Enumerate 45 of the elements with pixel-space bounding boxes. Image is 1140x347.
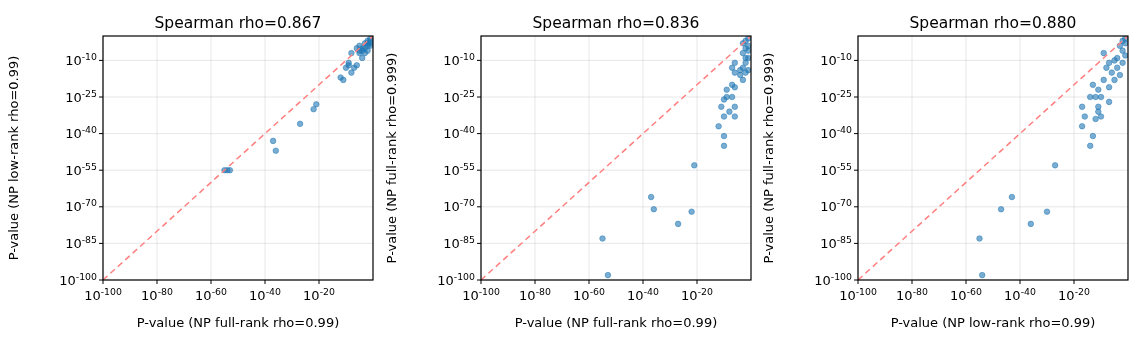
- x-tick-label: 10$^{-80}$: [896, 285, 928, 303]
- x-tick-label: 10$^{-80}$: [141, 285, 173, 303]
- chart-title: Spearman rho=0.880: [909, 14, 1077, 32]
- x-axis-title: P-value (NP full-rank rho=0.99): [514, 315, 718, 330]
- x-tick-label: 10$^{-20}$: [681, 285, 713, 303]
- x-tick-label: 10$^{-100}$: [839, 285, 877, 303]
- x-tick-label: 10$^{-40}$: [249, 285, 281, 303]
- x-tick-label: 10$^{-80}$: [519, 285, 551, 303]
- y-tick-label: 10$^{-100}$: [59, 270, 98, 288]
- y-axis-title: P-value (NP full-rank rho=0.999): [761, 52, 776, 264]
- y-tick-label: 10$^{-70}$: [820, 196, 853, 215]
- y-tick-label: 10$^{-70}$: [65, 196, 98, 215]
- x-axis-title: P-value (NP full-rank rho=0.99): [136, 315, 340, 330]
- y-tick-label: 10$^{-40}$: [820, 123, 853, 142]
- y-tick-label: 10$^{-85}$: [65, 233, 98, 251]
- y-tick-label: 10$^{-55}$: [443, 160, 476, 178]
- y-tick-label: 10$^{-10}$: [443, 50, 476, 68]
- x-tick-label: 10$^{-40}$: [1004, 285, 1036, 303]
- x-tick-label: 10$^{-100}$: [462, 285, 500, 303]
- y-tick-label: 10$^{-85}$: [443, 233, 476, 251]
- y-tick-label: 10$^{-25}$: [820, 87, 853, 105]
- y-tick-label: 10$^{-25}$: [65, 87, 98, 105]
- y-tick-label: 10$^{-10}$: [65, 50, 98, 68]
- y-axis-title: P-value (NP full-rank rho=0.999): [384, 52, 399, 264]
- y-tick-label: 10$^{-40}$: [65, 123, 98, 142]
- y-tick-label: 10$^{-55}$: [65, 160, 98, 178]
- x-axis-title: P-value (NP low-rank rho=0.99): [890, 315, 1096, 330]
- y-tick-label: 10$^{-55}$: [820, 160, 853, 178]
- x-tick-label: 10$^{-100}$: [84, 285, 122, 303]
- y-tick-label: 10$^{-85}$: [820, 233, 853, 251]
- x-tick-label: 10$^{-20}$: [1058, 285, 1090, 303]
- x-tick-label: 10$^{-20}$: [303, 285, 335, 303]
- y-tick-label: 10$^{-40}$: [443, 123, 476, 142]
- x-tick-label: 10$^{-40}$: [627, 285, 659, 303]
- x-tick-label: 10$^{-60}$: [573, 285, 605, 303]
- x-tick-label: 10$^{-60}$: [195, 285, 227, 303]
- y-tick-label: 10$^{-10}$: [820, 50, 853, 68]
- chart-title: Spearman rho=0.867: [154, 14, 322, 32]
- x-tick-label: 10$^{-60}$: [950, 285, 982, 303]
- y-tick-label: 10$^{-100}$: [437, 270, 476, 288]
- y-tick-label: 10$^{-100}$: [814, 270, 853, 288]
- y-axis-title: P-value (NP low-rank rho=0.99): [6, 55, 21, 261]
- chart-title: Spearman rho=0.836: [532, 14, 700, 32]
- y-tick-label: 10$^{-25}$: [443, 87, 476, 105]
- y-tick-label: 10$^{-70}$: [443, 196, 476, 215]
